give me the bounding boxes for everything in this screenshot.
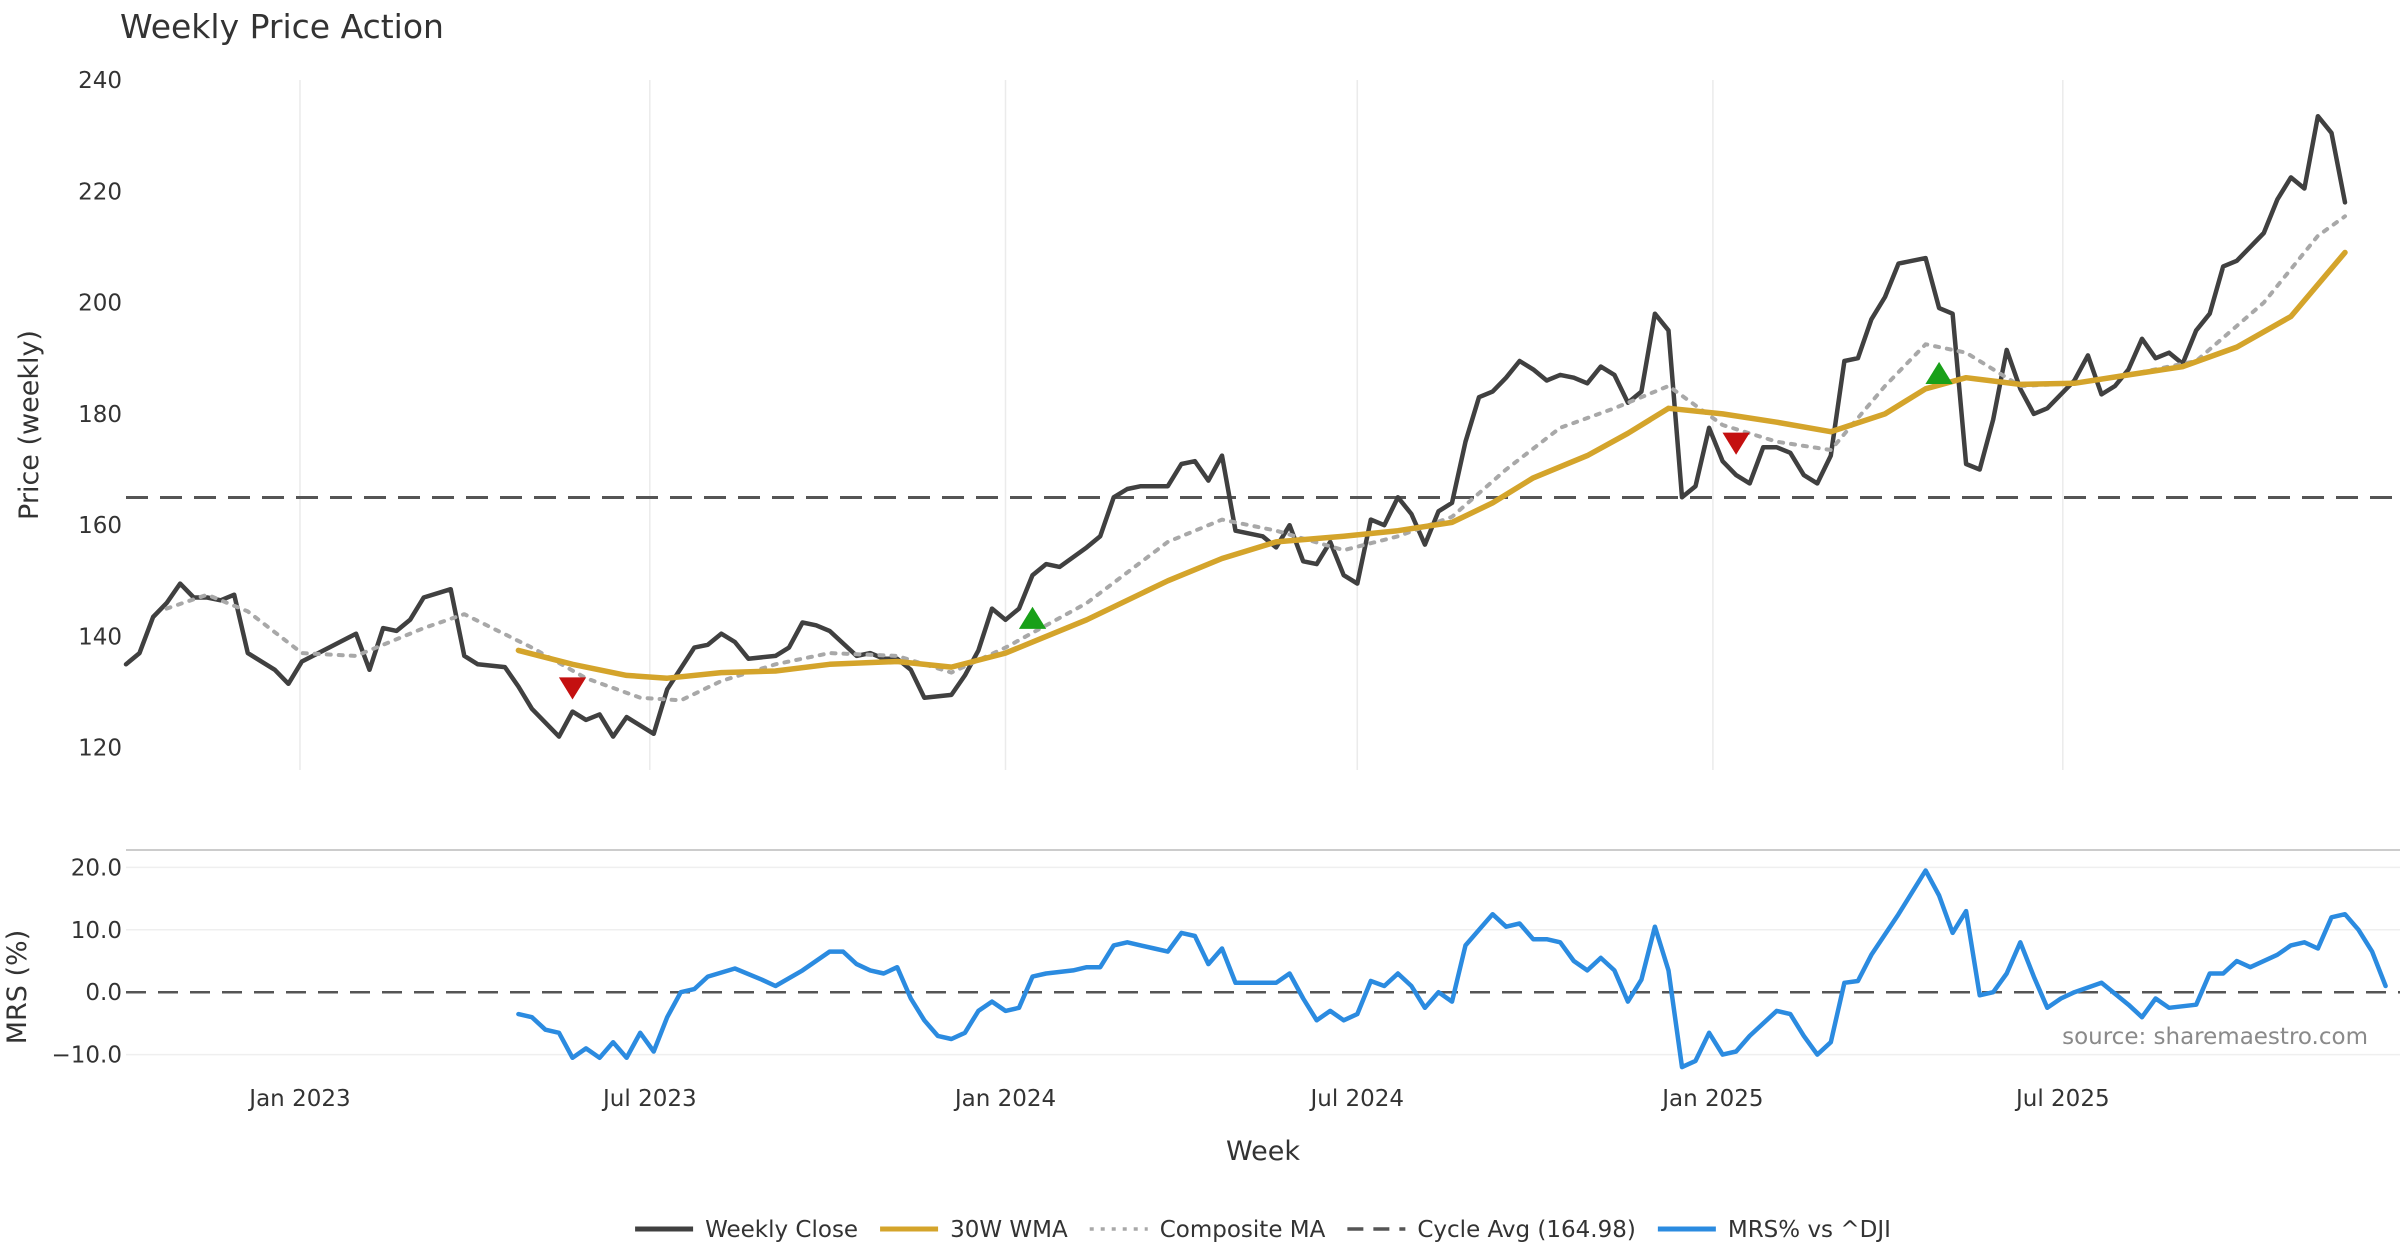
- price-y-tick-label: 140: [78, 624, 122, 650]
- chart-title: Weekly Price Action: [120, 7, 444, 46]
- price-series: [123, 113, 2400, 739]
- price-y-tick-label: 200: [78, 291, 122, 317]
- series-weekly-close: [123, 113, 2348, 739]
- price-grid: [299, 80, 2064, 770]
- x-tick-label: Jul 2025: [2014, 1086, 2110, 1112]
- legend-label: MRS% vs ^DJI: [1728, 1217, 1891, 1243]
- legend-label: Cycle Avg (164.98): [1417, 1217, 1636, 1243]
- x-tick-label: Jul 2023: [601, 1086, 697, 1112]
- mrs-y-tick-label: 20.0: [71, 855, 122, 881]
- mrs-y-ticks: 20.0 10.0 0.0 −10.0: [52, 855, 122, 1068]
- price-y-ticks: 120 140 160 180 200 220 240: [78, 68, 122, 762]
- signal-markers: [558, 361, 1953, 700]
- price-panel: 120 140 160 180 200 220 240 Price (weekly): [14, 68, 2400, 770]
- x-axis-label: Week: [1226, 1136, 1300, 1167]
- signal-marker-up: [1925, 361, 1953, 384]
- price-y-axis-label: Price (weekly): [14, 330, 45, 520]
- series-composite-ma: [164, 214, 2347, 703]
- mrs-y-tick-label: −10.0: [52, 1043, 122, 1069]
- legend-label: Weekly Close: [705, 1217, 858, 1243]
- signal-marker-down: [558, 677, 587, 700]
- mrs-y-tick-label: 0.0: [85, 980, 122, 1006]
- mrs-series: [516, 868, 2388, 1070]
- series-mrs-vs-dji: [516, 868, 2388, 1070]
- mrs-panel: 20.0 10.0 0.0 −10.0 MRS (%) source: sharema…: [2, 855, 2400, 1070]
- price-y-tick-label: 160: [78, 513, 122, 539]
- mrs-grid: [126, 866, 2400, 1056]
- price-y-tick-label: 240: [78, 68, 122, 94]
- legend-label: Composite MA: [1160, 1217, 1326, 1243]
- signal-marker-down: [1722, 432, 1750, 455]
- mrs-y-tick-label: 10.0: [71, 918, 122, 944]
- x-tick-label: Jan 2024: [953, 1086, 1056, 1112]
- price-y-tick-label: 220: [78, 179, 122, 205]
- price-y-tick-label: 180: [78, 402, 122, 428]
- series-30w-wma: [515, 249, 2348, 681]
- price-y-tick-label: 120: [78, 736, 122, 762]
- x-tick-label: Jan 2023: [247, 1086, 350, 1112]
- x-tick-label: Jul 2024: [1308, 1086, 1404, 1112]
- mrs-y-axis-label: MRS (%): [2, 930, 33, 1045]
- source-note: source: sharemaestro.com: [2062, 1024, 2368, 1050]
- legend: Weekly Close 30W WMA Composite MA Cycle Avg…: [635, 1217, 1891, 1243]
- signal-marker-up: [1018, 606, 1047, 629]
- x-tick-label: Jan 2025: [1660, 1086, 1763, 1112]
- legend-label: 30W WMA: [950, 1217, 1068, 1243]
- x-axis-ticks: Jan 2023 Jul 2023 Jan 2024 Jul 2024 Jan 2025…: [247, 1086, 2109, 1112]
